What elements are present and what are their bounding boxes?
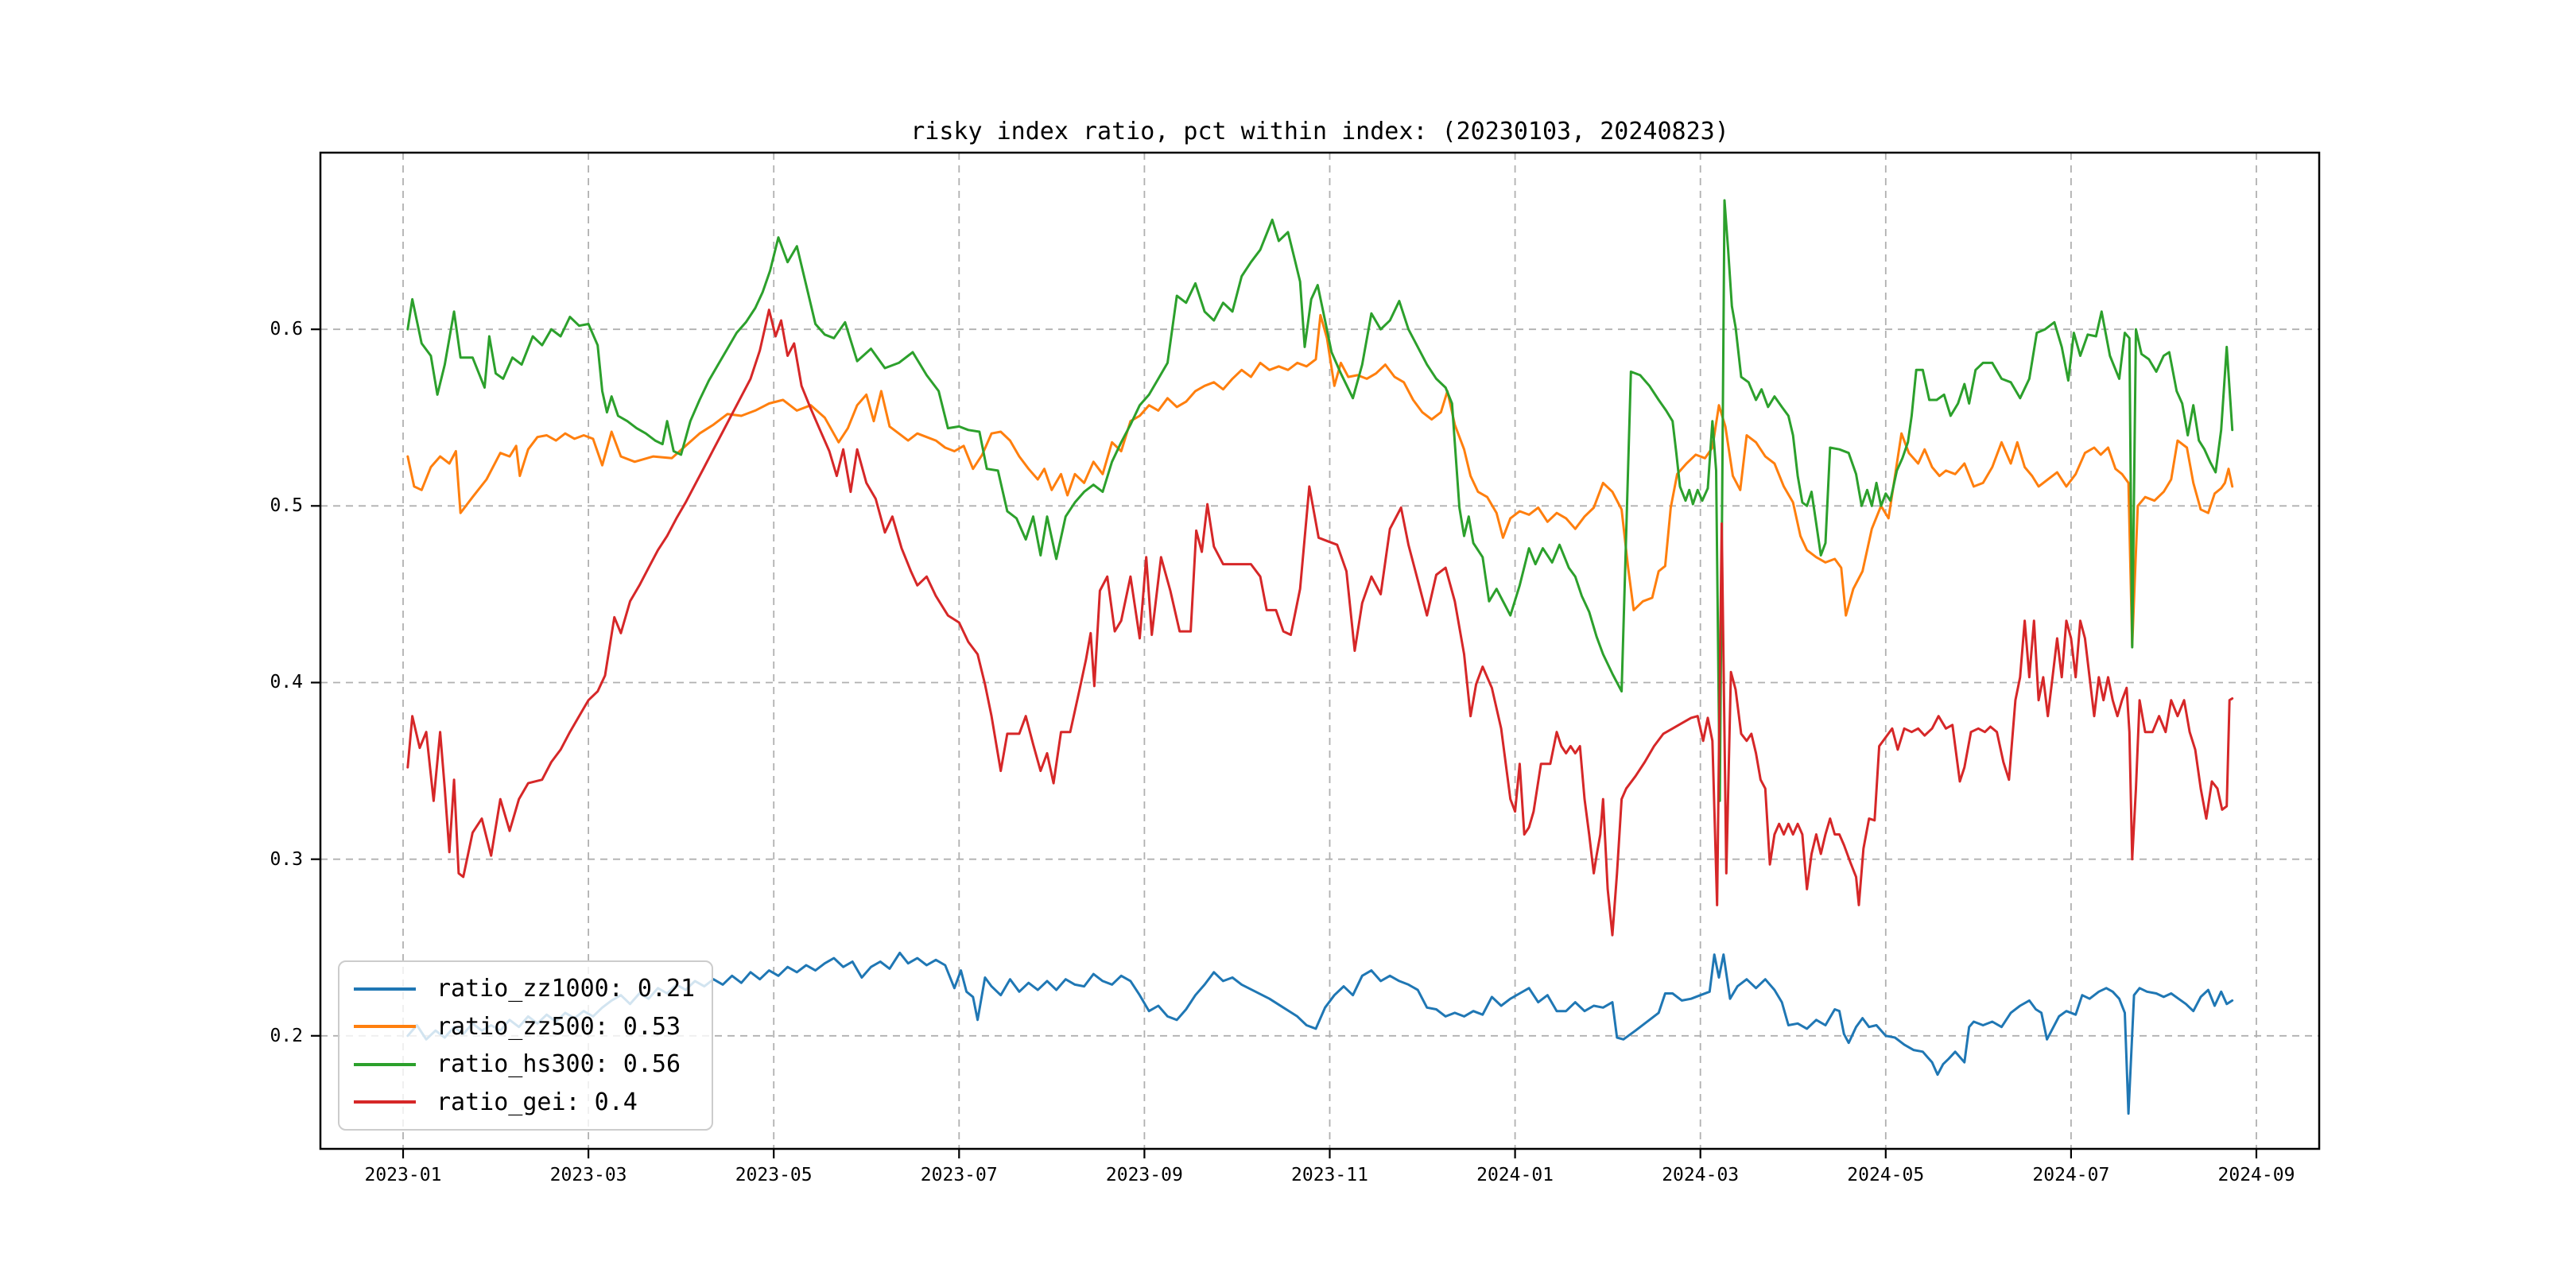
legend-item: ratio_zz500: 0.53 — [354, 1013, 697, 1041]
legend: ratio_zz1000: 0.21 ratio_zz500: 0.53 rat… — [338, 960, 713, 1131]
y-tick-label: 0.6 — [270, 319, 303, 340]
legend-item: ratio_hs300: 0.56 — [354, 1050, 697, 1078]
x-tick-label: 2024-07 — [2032, 1165, 2110, 1185]
legend-swatch-ratio_zz500 — [354, 1025, 416, 1029]
plot-border — [319, 151, 2321, 1150]
series-line-ratio_zz500 — [406, 313, 2234, 647]
x-tick-label: 2023-05 — [735, 1165, 813, 1185]
series-line-ratio_hs300 — [406, 199, 2234, 802]
y-tick-label: 0.5 — [270, 495, 303, 517]
series-line-ratio_gei — [406, 308, 2234, 937]
series-line-ratio_zz1000 — [406, 951, 2234, 1115]
legend-label: ratio_zz500: 0.53 — [436, 1012, 681, 1041]
y-tick-label: 0.3 — [270, 848, 303, 870]
x-tick-label: 2024-01 — [1476, 1165, 1554, 1185]
x-tick-label: 2023-01 — [364, 1165, 442, 1185]
legend-swatch-ratio_hs300 — [354, 1062, 416, 1066]
legend-swatch-ratio_gei — [354, 1100, 416, 1104]
x-tick-label: 2023-09 — [1105, 1165, 1183, 1185]
legend-item: ratio_gei: 0.4 — [354, 1088, 697, 1116]
x-tick-label: 2023-11 — [1291, 1165, 1368, 1185]
legend-label: ratio_gei: 0.4 — [436, 1088, 638, 1116]
legend-label: ratio_hs300: 0.56 — [436, 1050, 681, 1079]
y-tick-label: 0.4 — [270, 672, 303, 693]
x-tick-label: 2024-03 — [1662, 1165, 1740, 1185]
x-tick-label: 2023-03 — [549, 1165, 627, 1185]
legend-label: ratio_zz1000: 0.21 — [436, 975, 696, 1003]
x-tick-label: 2024-09 — [2217, 1165, 2295, 1185]
legend-item: ratio_zz1000: 0.21 — [354, 975, 697, 1003]
x-tick-label: 2023-07 — [920, 1165, 998, 1185]
y-tick-label: 0.2 — [270, 1025, 303, 1046]
x-tick-label: 2024-05 — [1847, 1165, 1925, 1185]
chart-title: risky index ratio, pct within index: (20… — [910, 118, 1729, 145]
legend-swatch-ratio_zz1000 — [354, 987, 416, 991]
